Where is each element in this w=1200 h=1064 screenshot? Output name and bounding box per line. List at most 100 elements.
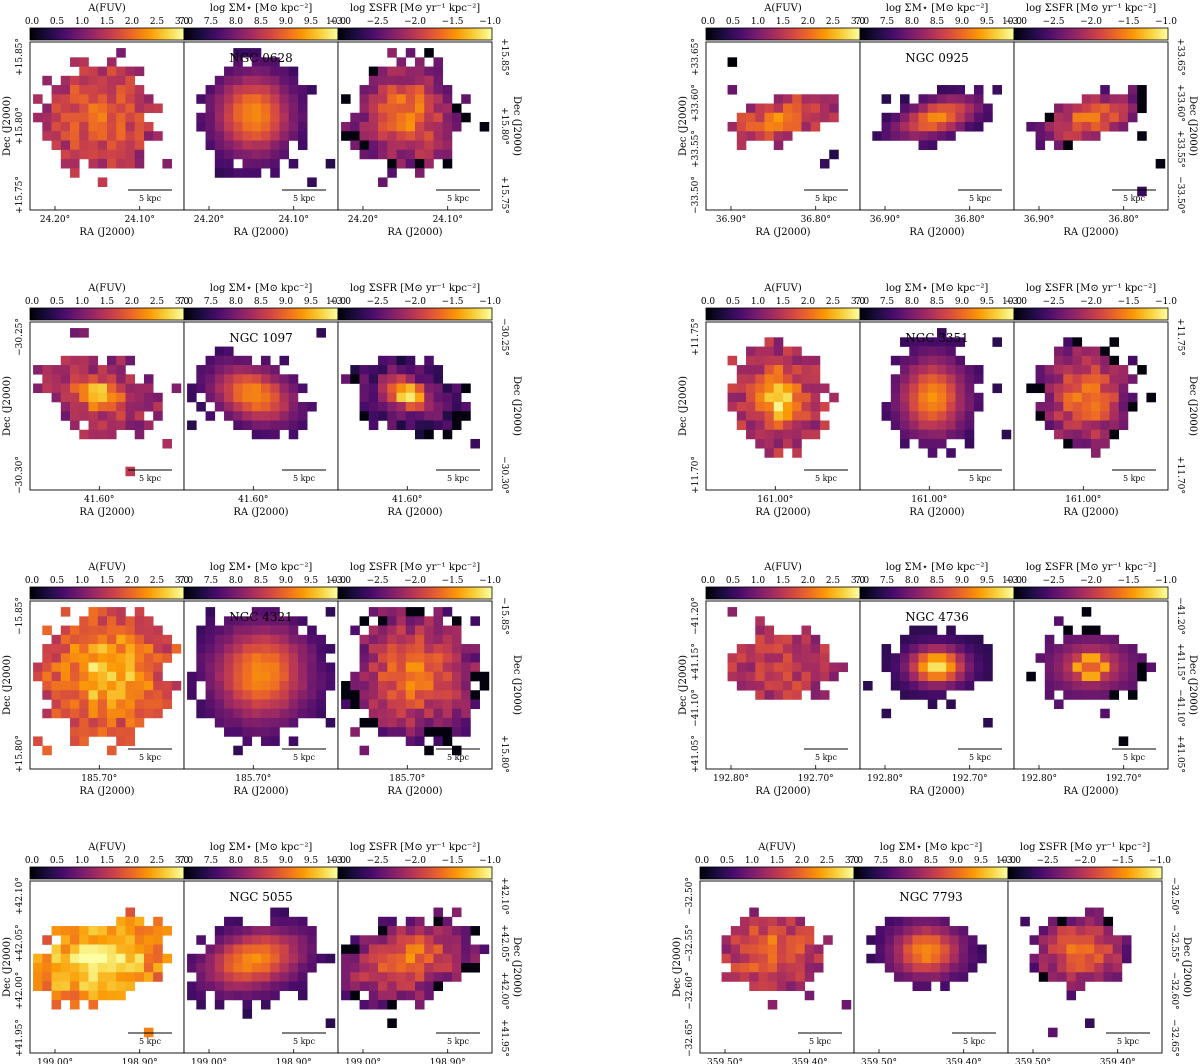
map-pixel	[359, 981, 370, 992]
ra-tick-label: 161.00°	[911, 495, 947, 505]
map-pixel	[433, 94, 444, 104]
map-pixel	[279, 972, 290, 982]
map-pixel	[70, 158, 80, 169]
map-pixel	[42, 75, 52, 86]
map-pixel	[297, 85, 308, 95]
map-pixel	[1118, 653, 1129, 663]
map-pixel	[242, 972, 253, 982]
map-pixel	[88, 625, 99, 636]
colorbar-tick-label: 7.5	[880, 576, 895, 586]
map-pixel	[60, 131, 71, 141]
map-pixel	[153, 916, 163, 927]
map-pixel	[415, 690, 425, 700]
map-pixel	[1121, 944, 1132, 955]
map-pixel	[233, 953, 243, 964]
map-pixel	[786, 981, 796, 992]
map-pixel	[829, 392, 839, 403]
map-pixel	[125, 690, 136, 700]
map-pixel	[242, 981, 253, 992]
map-pixel	[196, 374, 206, 384]
map-pixel	[70, 328, 80, 338]
map-pixel	[746, 131, 756, 141]
map-pixel	[251, 990, 262, 1001]
map-pixel	[60, 990, 71, 1001]
map-pixel	[107, 745, 117, 756]
map-pixel	[368, 644, 379, 654]
map-pixel	[214, 94, 225, 104]
dec-tick-label-left: −32.60°	[685, 972, 695, 1010]
map-pixel	[134, 644, 145, 654]
map-pixel	[764, 429, 775, 440]
dec-tick-label-right: −41.10°	[1175, 689, 1185, 727]
map-pixel	[758, 944, 769, 955]
map-pixel	[97, 607, 108, 617]
map-pixel	[983, 671, 993, 682]
colorbar-tick-label: 2.0	[125, 576, 140, 586]
map-pixel	[116, 990, 126, 1001]
map-pixel	[368, 411, 379, 421]
map-pixel	[107, 131, 117, 141]
map-pixel	[97, 85, 108, 95]
map-pixel	[33, 981, 43, 992]
map-pixel	[205, 953, 216, 964]
map-pixel	[433, 681, 444, 691]
map-pixel	[297, 681, 308, 691]
map-pixel	[214, 671, 225, 682]
map-pixel	[1063, 662, 1073, 673]
map-pixel	[79, 374, 89, 384]
ra-tick-label: 359.50°	[1015, 1058, 1051, 1064]
map-pixel	[1081, 365, 1092, 375]
map-pixel	[1072, 346, 1083, 357]
colorbar-tick-label: −1.0	[1155, 297, 1177, 307]
map-pixel	[387, 131, 397, 141]
map-pixel	[1066, 990, 1077, 1001]
map-pixel	[307, 708, 317, 719]
map-pixel	[736, 140, 747, 151]
colorbar-tick-label: 8.5	[930, 17, 945, 27]
colorbar-tick-label: 2.5	[820, 856, 835, 866]
map-pixel	[341, 690, 351, 700]
map-pixel	[233, 653, 243, 663]
map-pixel	[214, 149, 225, 160]
map-pixel	[396, 681, 407, 691]
map-pixel	[1044, 644, 1055, 654]
colorbar-tick-label: −2.5	[1043, 17, 1065, 27]
map-pixel	[387, 990, 397, 1001]
map-pixel	[433, 926, 444, 936]
map-pixel	[42, 131, 52, 141]
map-pixel	[958, 926, 969, 936]
map-pixel	[801, 634, 812, 645]
map-pixel	[396, 935, 407, 945]
map-pixel	[224, 392, 234, 403]
colorbar-tick-label: 8.5	[254, 856, 269, 866]
map-pixel	[1072, 392, 1083, 403]
map-pixel	[261, 616, 271, 626]
map-pixel	[921, 953, 932, 964]
map-pixel	[88, 963, 99, 973]
map-pixel	[242, 653, 253, 663]
map-pixel	[297, 662, 308, 673]
map-pixel	[1054, 671, 1064, 682]
map-pixel	[946, 429, 956, 440]
map-pixel	[251, 94, 262, 104]
dec-tick-label-right: +42.00°	[499, 972, 509, 1010]
map-pixel	[749, 907, 759, 918]
map-pixel	[819, 112, 830, 123]
map-pixel	[918, 681, 929, 691]
map-pixel	[242, 392, 253, 403]
map-pixel	[1063, 374, 1073, 384]
map-pixel	[773, 662, 784, 673]
map-pixel	[350, 972, 360, 982]
map-pixel	[307, 953, 317, 964]
map-pixel	[316, 662, 326, 673]
map-pixel	[205, 140, 216, 151]
scale-bar-label: 5 kpc	[1123, 753, 1146, 762]
map-pixel	[433, 75, 444, 86]
map-pixel	[973, 85, 984, 95]
map-pixel	[251, 953, 262, 964]
map-pixel	[261, 402, 271, 412]
map-pixel	[125, 355, 136, 366]
map-pixel	[424, 935, 434, 945]
map-pixel	[740, 944, 750, 955]
map-pixel	[764, 662, 775, 673]
